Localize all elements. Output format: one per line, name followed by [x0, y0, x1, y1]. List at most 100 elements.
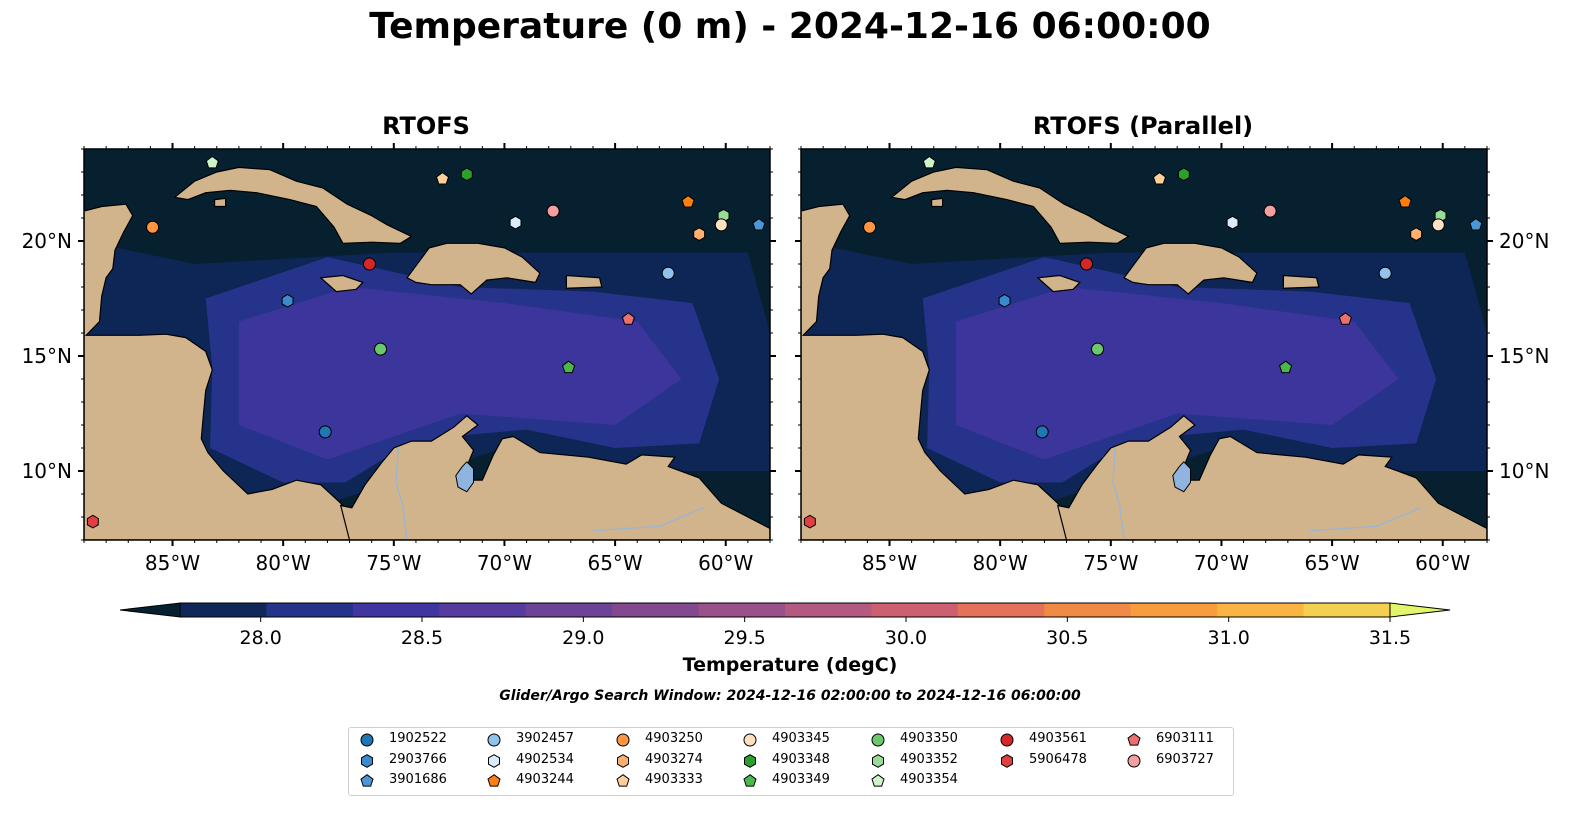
platform-marker-4903349 [562, 360, 576, 374]
colorbar-tick-label: 29.5 [724, 627, 766, 649]
platform-marker-4903250 [146, 220, 160, 234]
platform-marker-6903727 [1263, 204, 1277, 218]
figure-title: Temperature (0 m) - 2024-12-16 06:00:00 [369, 6, 1211, 47]
river-line [395, 447, 408, 540]
river-line [592, 507, 704, 532]
platform-marker-4903561 [362, 257, 376, 271]
lat-tick-label: 15°N [1499, 344, 1549, 368]
land-polygon [84, 203, 360, 540]
legend-marker-shape [871, 774, 885, 787]
lon-tick-label: 65°W [587, 551, 642, 575]
land-polygon [319, 274, 364, 293]
legend-label: 4903348 [772, 751, 830, 767]
panel-title-right: RTOFS (Parallel) [1032, 112, 1254, 140]
colorbar-segment [439, 603, 527, 617]
platform-marker-1902522 [1035, 425, 1049, 439]
legend-label: 4903352 [900, 751, 958, 767]
legend-label: 6903727 [1156, 751, 1214, 767]
platform-marker-4903244 [1398, 194, 1412, 208]
legend-marker-circle-icon [360, 733, 374, 747]
legend-label: 1902522 [389, 731, 447, 746]
colorbar-segment [266, 603, 354, 617]
legend-label: 4903350 [900, 731, 958, 746]
legend-marker-shape [487, 733, 501, 747]
land-polygon [339, 415, 770, 540]
colorbar-segment [871, 603, 959, 617]
legend-marker-hexagon-icon [872, 753, 884, 768]
legend-marker-shape [616, 733, 630, 747]
legend-marker-shape [1000, 733, 1014, 747]
colorbar-label: Temperature (degC) [682, 654, 898, 676]
legend-label: 4903250 [645, 731, 703, 746]
legend-marker-shape [360, 733, 374, 747]
lat-tick-label: 20°N [22, 229, 72, 253]
colorbar-tick-label: 28.5 [401, 627, 443, 649]
colorbar-extend-high [1389, 602, 1451, 618]
legend-label: 6903111 [1156, 731, 1214, 746]
legend-marker-shape [1127, 754, 1141, 767]
lake-maracaibo [455, 461, 474, 493]
legend-marker-circle-icon [743, 733, 757, 747]
land-polygon [406, 242, 541, 295]
legend-label: 3902457 [516, 731, 574, 746]
platform-marker-4903350 [1091, 342, 1105, 356]
platform-marker-4903345 [714, 218, 728, 232]
colorbar-tick-label: 30.0 [885, 627, 927, 649]
colorbar: 28.0 28.5 29.0 29.5 30.0 30.5 31.0 31.5 [119, 602, 1451, 649]
land-polygon [1123, 242, 1258, 295]
panel-title-left: RTOFS [382, 112, 470, 140]
ocean-field-core [955, 287, 1399, 460]
legend-label: 4903333 [645, 772, 703, 787]
land-polygon [1282, 274, 1320, 289]
platform-marker-2903766 [281, 293, 294, 308]
legend-marker-shape [743, 774, 757, 787]
platform-marker-4903349 [1279, 360, 1293, 374]
river-line [1309, 507, 1421, 532]
legend-marker-pentagon-icon [871, 774, 885, 787]
legend-label: 2903766 [389, 751, 447, 767]
legend-marker-circle-icon [871, 733, 885, 747]
legend-label: 4903354 [900, 772, 958, 787]
platform-marker-4903333 [1152, 171, 1167, 185]
map-content [801, 149, 1487, 540]
land-polygon [214, 197, 227, 208]
legend-label: 4903274 [645, 751, 703, 767]
colorbar-segment [525, 603, 613, 617]
platform-marker-3901686 [1469, 217, 1483, 231]
lon-tick-label: 60°W [698, 551, 753, 575]
platform-marker-3901686 [752, 217, 766, 231]
colorbar-tick-label: 31.5 [1369, 627, 1411, 649]
platform-marker-4903244 [681, 194, 695, 208]
colorbar-segment [957, 603, 1045, 617]
platform-marker-4903354 [922, 155, 936, 169]
legend-marker-shape [617, 753, 629, 768]
platform-marker-4903348 [1177, 167, 1190, 182]
lon-tick-label: 70°W [477, 551, 532, 575]
legend-label: 4903561 [1029, 731, 1087, 746]
legend-marker-shape [616, 774, 630, 787]
platform-marker-1902522 [318, 425, 332, 439]
platform-marker-4903274 [693, 227, 706, 241]
map-panel-left: 85°W 80°W 75°W 70°W 65°W 60°W 20°N 15°N 10°N [22, 143, 776, 575]
colorbar-segment [1130, 603, 1218, 617]
land-polygon [801, 203, 1077, 540]
legend-marker-circle-icon [616, 733, 630, 747]
colorbar-extend-low [119, 602, 181, 618]
lon-tick-label: 80°W [973, 551, 1028, 575]
legend-marker-pentagon-icon [616, 774, 630, 787]
land-polygon [1056, 415, 1487, 540]
map-frame [800, 148, 1488, 541]
legend-label: 4903244 [516, 772, 574, 787]
platform-legend: 1902522 2903766 3901686 3902457 4902534 49032… [348, 727, 1234, 796]
lat-tick-label: 15°N [22, 344, 72, 368]
lat-tick-label: 20°N [1499, 229, 1549, 253]
colorbar-segment [1217, 603, 1305, 617]
platform-marker-2903766 [998, 293, 1011, 308]
land-polygon [173, 166, 413, 244]
colorbar-tick-label: 30.5 [1046, 627, 1088, 649]
legend-label: 5906478 [1029, 751, 1087, 767]
platform-marker-3902457 [1378, 266, 1392, 280]
land-polygon [890, 166, 1130, 244]
lon-tick-label: 70°W [1194, 551, 1249, 575]
legend-marker-circle-icon [1127, 754, 1141, 767]
